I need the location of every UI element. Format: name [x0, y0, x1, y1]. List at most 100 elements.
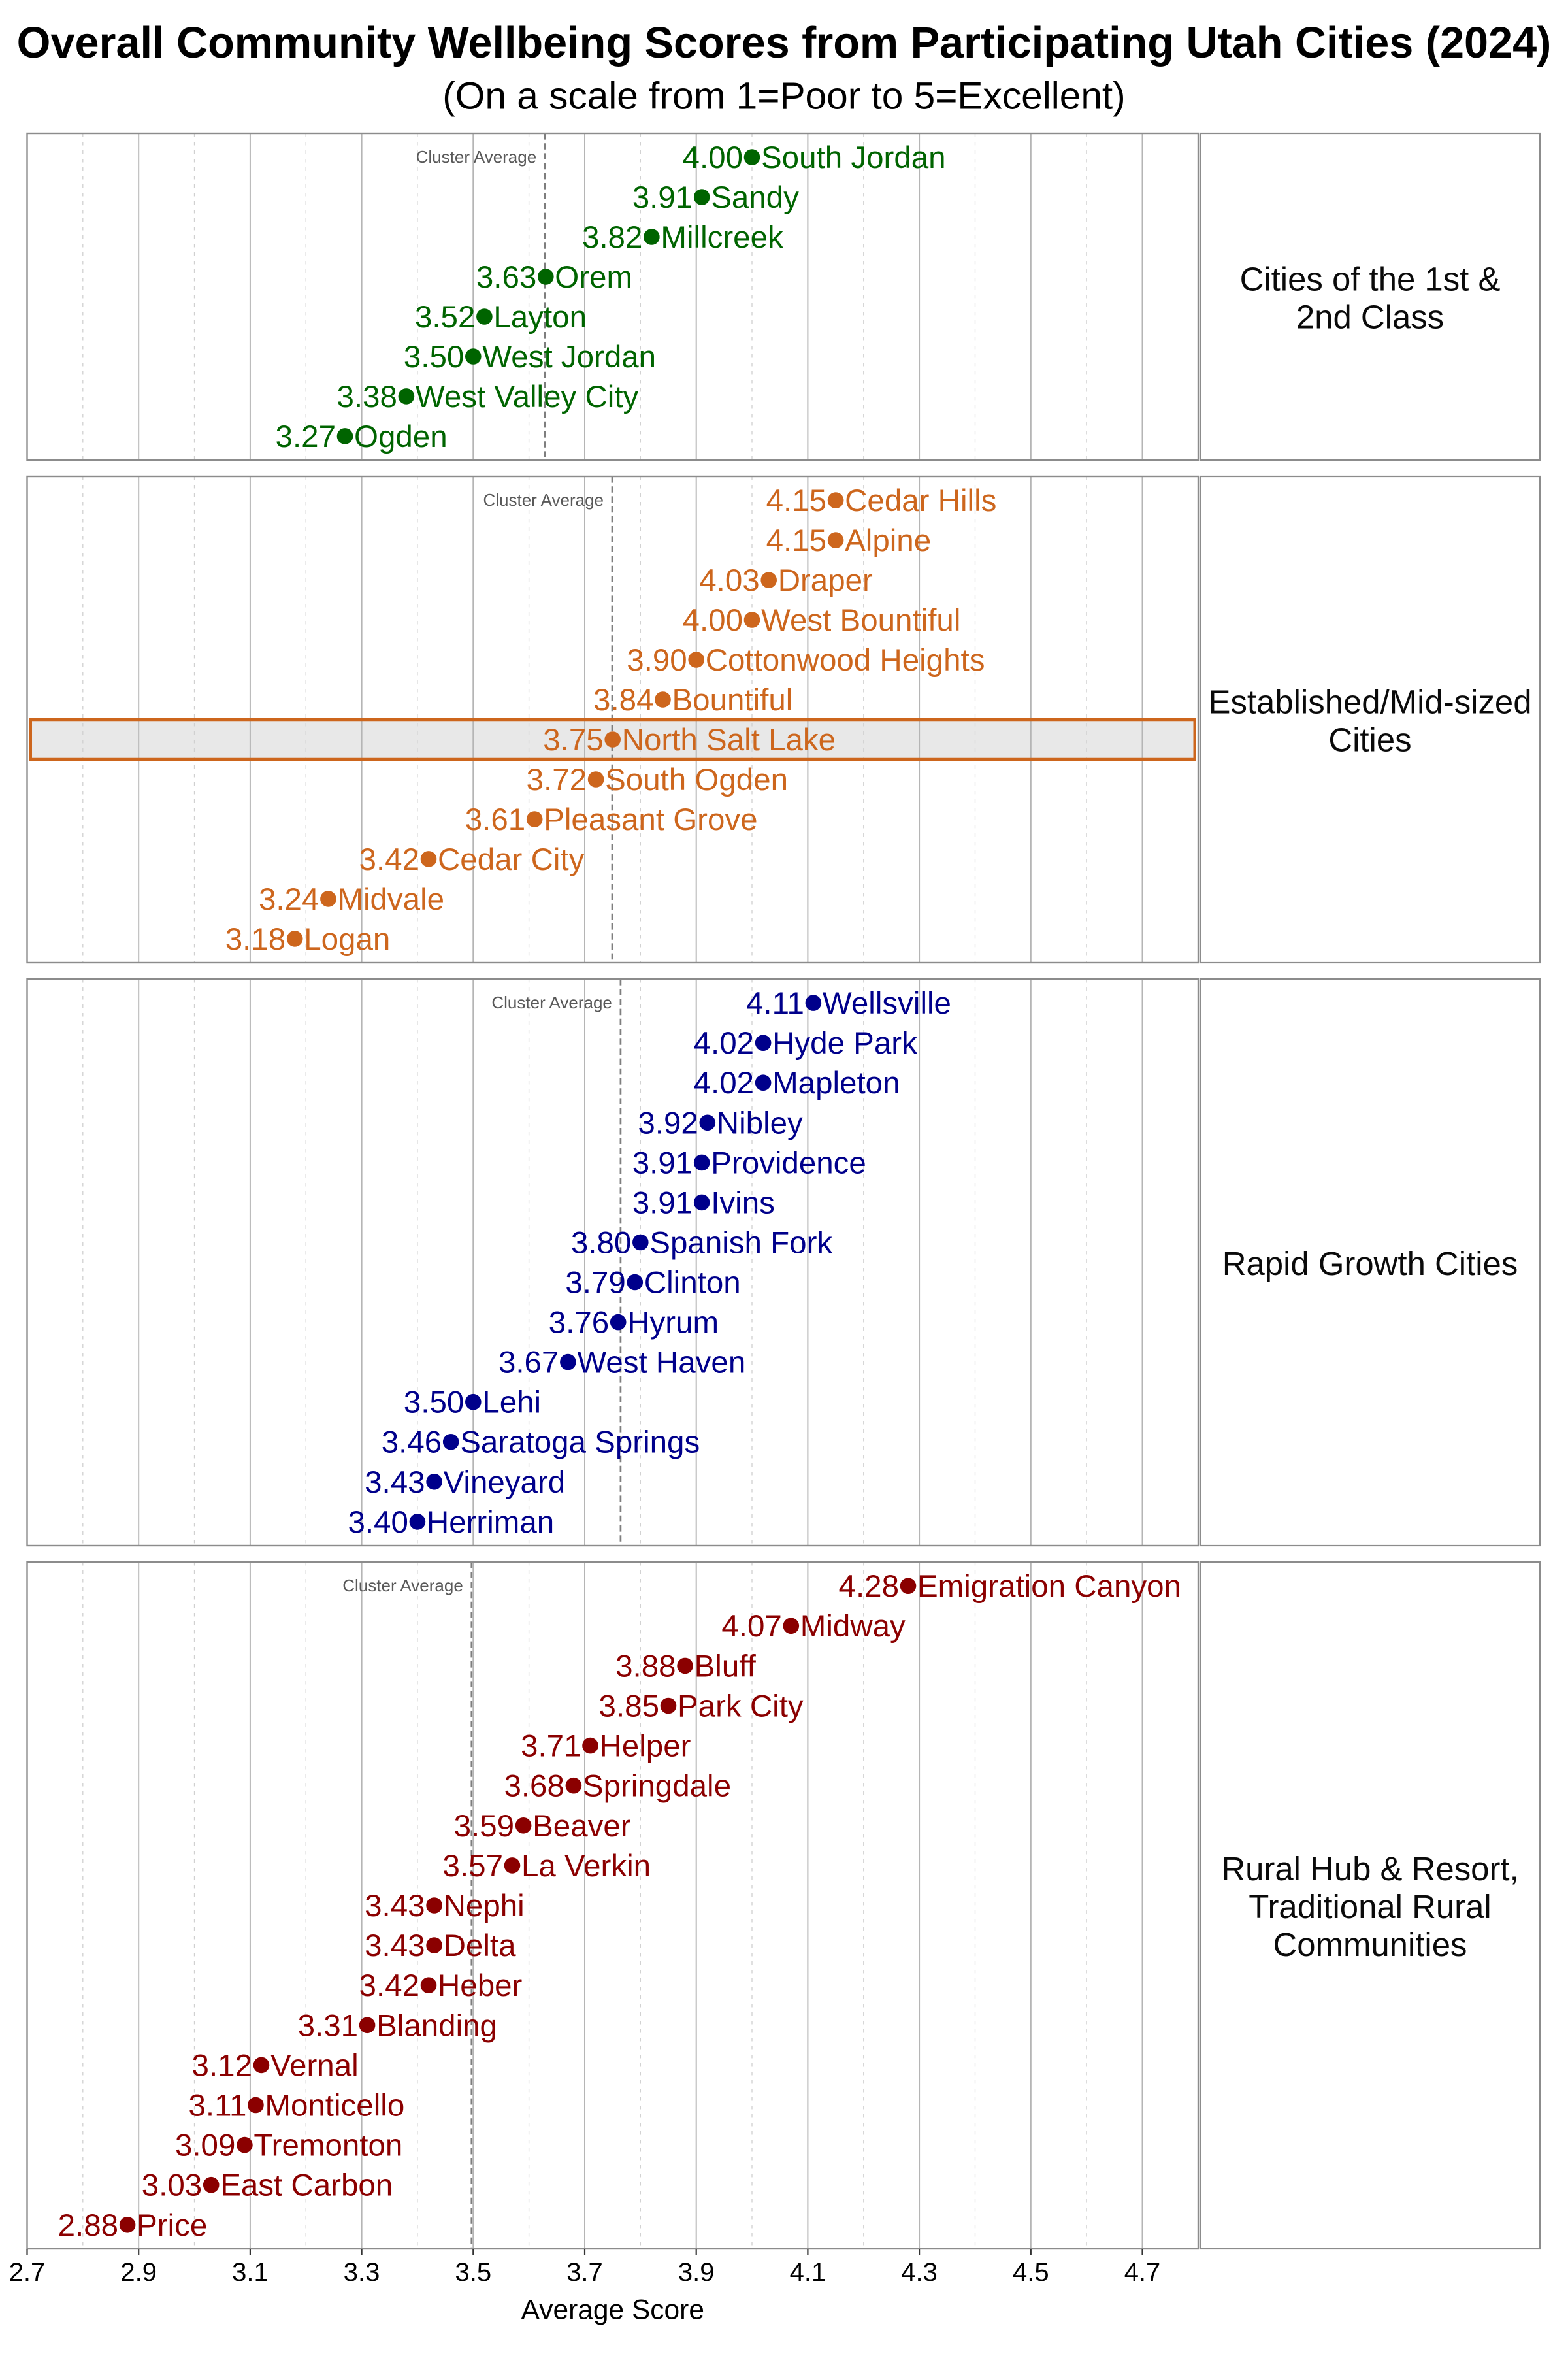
svg-text:3.18: 3.18 [225, 922, 286, 957]
svg-text:3.85: 3.85 [599, 1689, 659, 1724]
svg-text:3.59: 3.59 [454, 1809, 514, 1844]
svg-text:Communities: Communities [1273, 1926, 1467, 1963]
svg-text:3.43: 3.43 [365, 1929, 425, 1963]
svg-text:Layton: Layton [493, 300, 587, 335]
svg-text:Pleasant Grove: Pleasant Grove [544, 803, 757, 837]
svg-text:Bluff: Bluff [694, 1649, 757, 1684]
svg-text:4.7: 4.7 [1124, 2258, 1161, 2287]
svg-text:Bountiful: Bountiful [672, 683, 793, 718]
svg-text:3.57: 3.57 [443, 1849, 503, 1883]
svg-text:3.72: 3.72 [527, 763, 587, 797]
svg-text:3.79: 3.79 [565, 1266, 625, 1301]
svg-text:3.84: 3.84 [593, 683, 653, 718]
svg-text:4.15: 4.15 [766, 484, 826, 518]
svg-text:2.7: 2.7 [9, 2258, 46, 2287]
svg-text:Rural Hub & Resort,: Rural Hub & Resort, [1221, 1850, 1518, 1887]
svg-text:3.82: 3.82 [582, 220, 642, 255]
svg-text:Herriman: Herriman [427, 1505, 554, 1540]
svg-text:Cluster Average: Cluster Average [491, 993, 612, 1012]
svg-text:4.02: 4.02 [694, 1026, 754, 1061]
svg-text:East Carbon: East Carbon [220, 2168, 393, 2203]
svg-text:Wellsville: Wellsville [823, 986, 951, 1021]
svg-text:3.88: 3.88 [615, 1649, 676, 1684]
svg-text:3.46: 3.46 [382, 1425, 442, 1460]
svg-text:4.07: 4.07 [721, 1609, 781, 1644]
svg-text:3.91: 3.91 [632, 1186, 693, 1220]
svg-text:3.42: 3.42 [359, 1968, 419, 2003]
svg-text:3.75: 3.75 [543, 723, 603, 757]
svg-text:3.27: 3.27 [276, 420, 336, 454]
svg-text:Midway: Midway [800, 1609, 906, 1644]
svg-text:Sandy: Sandy [711, 180, 799, 215]
svg-text:Heber: Heber [438, 1968, 523, 2003]
svg-text:4.03: 4.03 [699, 563, 759, 598]
svg-text:La Verkin: La Verkin [521, 1849, 651, 1883]
svg-text:3.90: 3.90 [627, 643, 687, 678]
svg-text:Park City: Park City [678, 1689, 804, 1724]
svg-text:3.3: 3.3 [344, 2258, 380, 2287]
svg-text:Average Score: Average Score [521, 2295, 704, 2326]
svg-text:Draper: Draper [778, 563, 873, 598]
svg-text:Blanding: Blanding [376, 2008, 497, 2043]
svg-text:3.1: 3.1 [232, 2258, 269, 2287]
svg-text:Springdale: Springdale [583, 1769, 731, 1804]
svg-text:West Valley City: West Valley City [416, 380, 639, 414]
svg-text:Helper: Helper [600, 1729, 691, 1764]
svg-text:Clinton: Clinton [644, 1266, 741, 1301]
svg-text:3.61: 3.61 [465, 803, 525, 837]
svg-text:Cities of the 1st &: Cities of the 1st & [1240, 260, 1501, 297]
svg-text:3.40: 3.40 [348, 1505, 408, 1540]
svg-text:(On a scale from 1=Poor to 5=E: (On a scale from 1=Poor to 5=Excellent) [442, 75, 1125, 118]
svg-text:3.63: 3.63 [476, 260, 536, 295]
svg-text:3.42: 3.42 [359, 842, 419, 877]
svg-text:4.3: 4.3 [901, 2258, 938, 2287]
svg-text:Cedar Hills: Cedar Hills [845, 484, 996, 518]
svg-text:Hyde Park: Hyde Park [772, 1026, 917, 1061]
svg-text:3.71: 3.71 [521, 1729, 581, 1764]
svg-text:3.09: 3.09 [175, 2129, 235, 2163]
svg-text:Midvale: Midvale [337, 882, 444, 917]
svg-text:3.67: 3.67 [498, 1346, 559, 1380]
svg-text:3.91: 3.91 [632, 180, 693, 215]
svg-text:4.00: 4.00 [683, 141, 743, 175]
svg-text:Nephi: Nephi [444, 1889, 525, 1923]
svg-text:4.11: 4.11 [746, 986, 804, 1021]
svg-text:Overall Community Wellbeing Sc: Overall Community Wellbeing Scores from … [17, 19, 1552, 67]
svg-text:3.68: 3.68 [504, 1769, 564, 1804]
svg-text:North Salt Lake: North Salt Lake [622, 723, 836, 757]
svg-text:3.9: 3.9 [678, 2258, 715, 2287]
svg-text:3.50: 3.50 [404, 340, 464, 374]
svg-text:Orem: Orem [555, 260, 632, 295]
svg-text:3.43: 3.43 [365, 1889, 425, 1923]
svg-text:Ogden: Ogden [354, 420, 448, 454]
svg-text:Beaver: Beaver [532, 1809, 631, 1844]
svg-text:Lehi: Lehi [482, 1385, 541, 1420]
svg-text:Emigration Canyon: Emigration Canyon [917, 1569, 1181, 1604]
svg-text:3.50: 3.50 [404, 1385, 464, 1420]
svg-text:4.5: 4.5 [1013, 2258, 1049, 2287]
svg-text:Vernal: Vernal [270, 2048, 359, 2083]
svg-text:Vineyard: Vineyard [444, 1465, 566, 1500]
svg-text:South Ogden: South Ogden [605, 763, 788, 797]
svg-text:4.15: 4.15 [766, 523, 826, 558]
svg-text:Cluster Average: Cluster Average [342, 1576, 463, 1595]
svg-text:3.92: 3.92 [638, 1106, 698, 1140]
svg-text:3.7: 3.7 [566, 2258, 603, 2287]
svg-text:Delta: Delta [444, 1929, 516, 1963]
svg-text:3.24: 3.24 [259, 882, 319, 917]
svg-text:Logan: Logan [304, 922, 390, 957]
svg-text:Cedar City: Cedar City [438, 842, 585, 877]
svg-text:Price: Price [137, 2208, 207, 2243]
svg-text:Saratoga Springs: Saratoga Springs [460, 1425, 700, 1460]
svg-text:Tremonton: Tremonton [253, 2129, 402, 2163]
svg-text:2.9: 2.9 [120, 2258, 157, 2287]
svg-text:4.1: 4.1 [790, 2258, 826, 2287]
svg-text:3.43: 3.43 [365, 1465, 425, 1500]
svg-text:Spanish Fork: Spanish Fork [649, 1226, 832, 1261]
svg-text:3.38: 3.38 [336, 380, 397, 414]
svg-text:Cottonwood Heights: Cottonwood Heights [706, 643, 985, 678]
svg-text:Cluster Average: Cluster Average [483, 490, 604, 510]
svg-text:2nd Class: 2nd Class [1296, 298, 1444, 335]
svg-text:West Bountiful: West Bountiful [761, 603, 960, 638]
svg-text:3.12: 3.12 [192, 2048, 252, 2083]
